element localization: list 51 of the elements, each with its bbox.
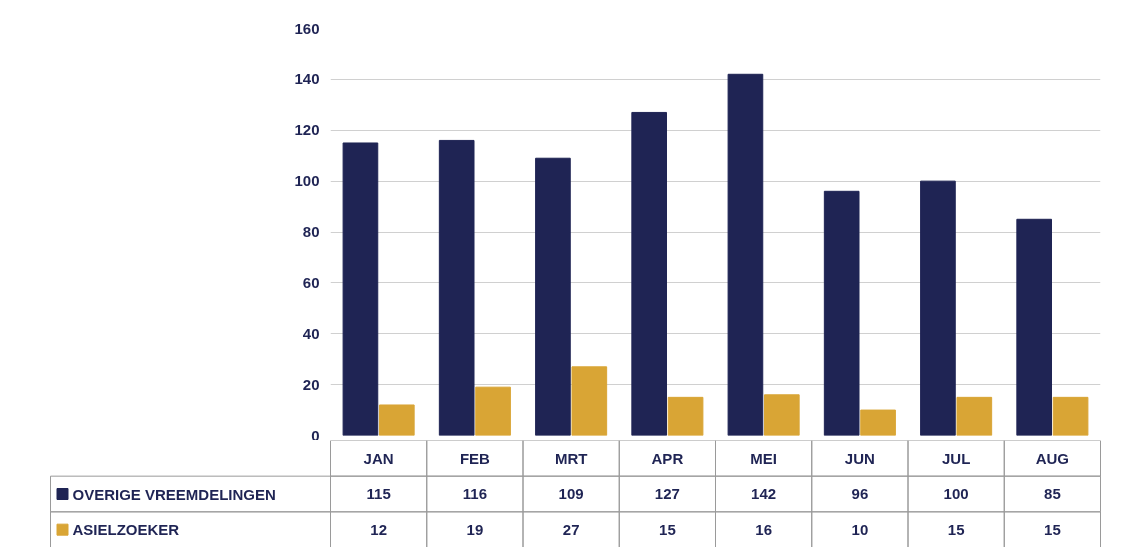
bar — [1016, 218, 1053, 436]
data-label: 100 — [943, 485, 969, 502]
data-label: 116 — [462, 485, 487, 502]
data-label: 96 — [851, 485, 869, 502]
x-tick-label: MRT — [554, 449, 588, 467]
y-tick-label: 80 — [302, 223, 320, 240]
x-tick-label: AUG — [1035, 449, 1070, 467]
x-tick-label: FEB — [459, 449, 491, 467]
data-label: 15 — [947, 520, 965, 538]
data-label: 85 — [1044, 485, 1061, 502]
x-tick-label: JUL — [941, 449, 971, 467]
data-label: 10 — [851, 520, 869, 538]
x-tick-label: MEI — [750, 449, 777, 467]
legend-label: OVERIGE VREEMDELINGEN — [72, 485, 276, 503]
y-tick-label: 120 — [294, 121, 320, 139]
data-label: 15 — [659, 520, 676, 538]
bar — [823, 190, 860, 436]
data-label: 15 — [1044, 520, 1061, 538]
y-tick-label: 100 — [294, 172, 320, 190]
bar — [667, 396, 704, 436]
data-label: 109 — [558, 485, 584, 502]
y-tick-label: 140 — [294, 70, 320, 88]
data-label: 12 — [370, 520, 387, 538]
data-label: 19 — [466, 520, 484, 538]
bar — [860, 409, 896, 436]
y-tick-label: 160 — [294, 19, 320, 37]
data-label: 142 — [751, 485, 777, 502]
bar — [1052, 396, 1089, 436]
bar — [438, 139, 475, 436]
y-tick-label: 60 — [302, 273, 320, 291]
data-label: 127 — [654, 485, 680, 502]
bar — [342, 142, 379, 436]
x-tick-label: APR — [651, 449, 684, 467]
bar — [631, 111, 668, 436]
bar — [920, 180, 956, 436]
bar — [475, 386, 511, 436]
y-tick-label: 0 — [311, 426, 320, 444]
data-label: 16 — [755, 520, 772, 538]
bar — [535, 157, 571, 436]
bar — [763, 394, 800, 436]
y-tick-label: 40 — [302, 324, 320, 342]
y-tick-label: 20 — [302, 375, 320, 393]
legend-label: ASIELZOEKER — [72, 521, 180, 539]
bar — [571, 366, 608, 436]
bar — [727, 73, 764, 436]
x-tick-label: JAN — [363, 449, 394, 467]
bar — [956, 396, 993, 436]
x-tick-label: JUN — [844, 449, 875, 467]
data-label: 27 — [562, 520, 580, 538]
bar — [378, 404, 415, 436]
data-label: 115 — [366, 485, 391, 502]
